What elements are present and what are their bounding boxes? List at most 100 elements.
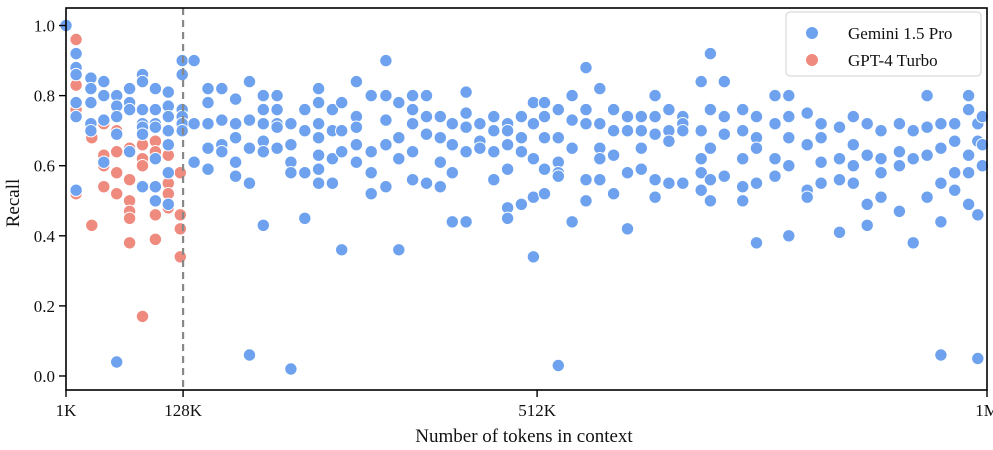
gemini-1-5-pro-point: [405, 102, 420, 117]
gemini-1-5-pro-point: [846, 138, 860, 152]
gpt-4-turbo-point: [110, 166, 124, 180]
gemini-1-5-pro-point: [948, 166, 962, 180]
gemini-1-5-pro-point: [433, 180, 447, 194]
gemini-1-5-pro-point: [473, 141, 487, 155]
gemini-1-5-pro-point: [537, 162, 552, 176]
gemini-1-5-pro-point: [648, 109, 662, 124]
gpt-4-turbo-point: [173, 222, 188, 236]
gemini-1-5-pro-point: [832, 120, 847, 134]
gemini-1-5-pro-point: [662, 176, 676, 190]
gemini-1-5-pro-point: [526, 190, 541, 204]
gemini-1-5-pro-point: [242, 348, 257, 362]
gemini-1-5-pro-point: [459, 215, 473, 229]
gemini-1-5-pro-point: [579, 194, 593, 208]
gemini-1-5-pro-point: [445, 166, 459, 180]
gemini-1-5-pro-point: [311, 117, 326, 131]
gemini-1-5-pro-point: [349, 74, 364, 89]
gemini-1-5-pro-point: [379, 88, 393, 103]
gemini-1-5-pro-point: [459, 145, 473, 159]
gemini-1-5-pro-point: [920, 190, 934, 204]
gemini-1-5-pro-point: [325, 152, 340, 166]
gemini-1-5-pro-point: [84, 95, 98, 110]
gemini-1-5-pro-point: [736, 180, 750, 194]
gemini-1-5-pro-point: [593, 173, 607, 187]
gemini-1-5-pro-point: [270, 141, 284, 155]
gemini-1-5-pro-point: [364, 88, 378, 103]
gemini-1-5-pro-point: [860, 218, 874, 233]
gemini-1-5-pro-point: [703, 102, 718, 117]
gemini-1-5-pro-point: [379, 53, 393, 68]
legend-marker: [805, 26, 819, 40]
gemini-1-5-pro-point: [634, 162, 648, 176]
gemini-1-5-pro-point: [228, 155, 243, 169]
gemini-1-5-pro-point: [84, 124, 98, 138]
gemini-1-5-pro-point: [405, 117, 420, 131]
y-axis-title: Recall: [3, 179, 24, 228]
gemini-1-5-pro-point: [298, 124, 312, 138]
gemini-1-5-pro-point: [110, 355, 124, 369]
gemini-1-5-pro-point: [606, 187, 621, 201]
gemini-1-5-pro-point: [419, 176, 434, 190]
gpt-4-turbo-point: [148, 232, 163, 247]
gemini-1-5-pro-point: [874, 152, 888, 166]
gemini-1-5-pro-point: [487, 173, 501, 187]
gemini-1-5-pro-point: [392, 131, 406, 145]
gemini-1-5-pro-point: [349, 155, 364, 169]
gemini-1-5-pro-point: [551, 131, 565, 145]
gemini-1-5-pro-point: [161, 197, 176, 212]
gemini-1-5-pro-point: [298, 211, 312, 226]
gemini-1-5-pro-point: [906, 152, 920, 166]
gemini-1-5-pro-point: [606, 148, 621, 162]
gemini-1-5-pro-point: [298, 166, 312, 180]
gemini-1-5-pro-point: [122, 102, 137, 117]
gemini-1-5-pro-point: [814, 176, 828, 190]
gemini-1-5-pro-point: [201, 117, 215, 131]
gpt-4-turbo-point: [135, 159, 150, 173]
gemini-1-5-pro-point: [445, 117, 459, 131]
gemini-1-5-pro-point: [975, 138, 990, 152]
gemini-1-5-pro-point: [749, 141, 764, 155]
gpt-4-turbo-point: [122, 236, 137, 250]
y-tick-label: 0.0: [34, 367, 55, 386]
gemini-1-5-pro-point: [749, 176, 764, 190]
gemini-1-5-pro-point: [860, 148, 874, 162]
gemini-1-5-pro-point: [565, 141, 579, 155]
gpt-4-turbo-point: [173, 166, 188, 180]
gemini-1-5-pro-point: [379, 180, 393, 194]
gemini-1-5-pro-point: [948, 134, 962, 148]
gemini-1-5-pro-point: [500, 162, 515, 176]
gemini-1-5-pro-point: [526, 250, 541, 264]
gemini-1-5-pro-point: [832, 225, 847, 240]
gemini-1-5-pro-point: [270, 88, 284, 103]
gemini-1-5-pro-point: [473, 117, 487, 131]
gpt-4-turbo-point: [110, 187, 124, 201]
gemini-1-5-pro-point: [961, 148, 976, 162]
x-axis-title: Number of tokens in context: [415, 426, 633, 447]
gemini-1-5-pro-point: [620, 166, 635, 180]
gemini-1-5-pro-point: [579, 102, 593, 117]
gemini-1-5-pro-point: [325, 102, 340, 117]
gemini-1-5-pro-point: [906, 124, 920, 138]
gemini-1-5-pro-point: [135, 127, 150, 141]
gemini-1-5-pro-point: [934, 176, 948, 190]
gemini-1-5-pro-point: [814, 117, 828, 131]
gemini-1-5-pro-point: [892, 159, 907, 173]
gemini-1-5-pro-point: [551, 169, 565, 183]
gemini-1-5-pro-point: [971, 208, 985, 222]
y-tick-label: 0.4: [34, 227, 56, 246]
gemini-1-5-pro-point: [487, 145, 501, 159]
gemini-1-5-pro-point: [459, 106, 473, 120]
gemini-1-5-pro-point: [874, 166, 888, 180]
gpt-4-turbo-point: [69, 32, 83, 47]
gemini-1-5-pro-point: [620, 222, 635, 236]
gemini-1-5-pro-point: [364, 145, 378, 159]
gemini-1-5-pro-point: [335, 95, 349, 110]
gemini-1-5-pro-point: [906, 236, 920, 250]
gemini-1-5-pro-point: [419, 88, 434, 103]
gemini-1-5-pro-point: [717, 74, 731, 89]
gemini-1-5-pro-point: [405, 88, 420, 103]
gemini-1-5-pro-point: [537, 187, 552, 201]
gpt-4-turbo-point: [148, 208, 163, 222]
gemini-1-5-pro-point: [161, 85, 176, 99]
gemini-1-5-pro-point: [579, 60, 593, 75]
